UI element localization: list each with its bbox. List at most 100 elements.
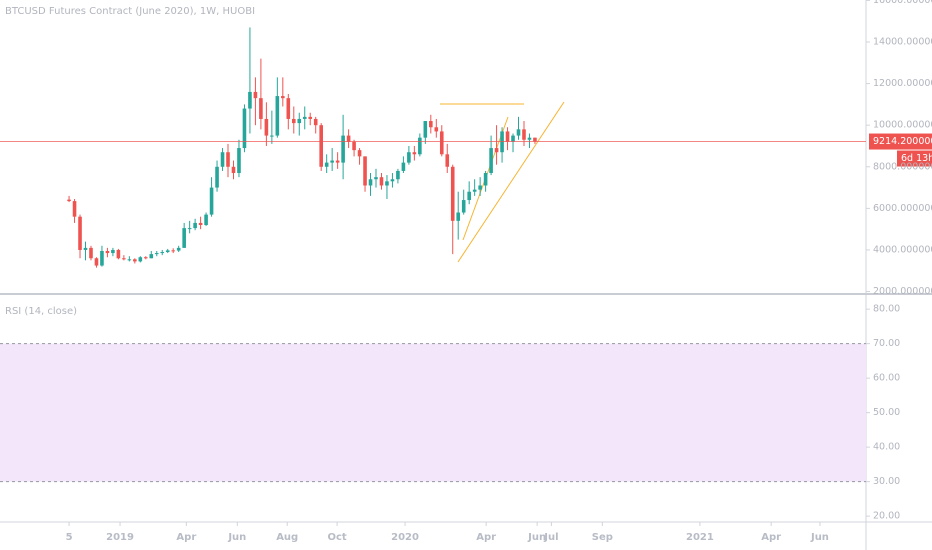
- candle-body: [160, 252, 165, 254]
- candle-body: [489, 148, 493, 174]
- candle-body: [324, 162, 329, 167]
- candle-body: [122, 258, 126, 260]
- x-tick-label: Jul: [543, 532, 558, 543]
- x-tick-label: Apr: [761, 532, 781, 543]
- rsi-title: RSI (14, close): [5, 306, 77, 317]
- candle-body: [198, 222, 203, 226]
- x-tick-label: Jun: [227, 532, 246, 543]
- candle-body: [527, 137, 532, 140]
- candle-body: [341, 135, 345, 163]
- last-price-box: [869, 133, 932, 150]
- candle-body: [368, 179, 373, 186]
- candle-body: [100, 250, 104, 266]
- y-tick-label: 4000.00000000: [873, 244, 932, 255]
- last-price-label: 9214.20000000: [873, 136, 932, 147]
- candle-body: [149, 254, 154, 259]
- candle-body: [494, 148, 499, 153]
- candle-body: [165, 250, 170, 253]
- y-tick-label: 50.00: [873, 407, 900, 418]
- x-tick-label: Apr: [476, 532, 496, 543]
- candle-body: [357, 150, 362, 157]
- y-tick-label: 16000.00000000: [873, 0, 932, 6]
- candle-body: [346, 135, 351, 142]
- candle-body: [401, 162, 406, 171]
- candle-body: [89, 247, 93, 259]
- candle-body: [281, 96, 285, 99]
- candle-body: [483, 173, 488, 186]
- candle-body: [111, 249, 115, 254]
- y-tick-label: 30.00: [873, 476, 900, 487]
- y-tick-label: 20.00: [873, 511, 900, 522]
- candle-body: [291, 118, 296, 124]
- y-tick-label: 12000.00000000: [873, 78, 932, 89]
- candle-body: [522, 129, 526, 140]
- x-tick-label: Jun: [527, 532, 546, 543]
- candle-body: [418, 137, 422, 155]
- candle-body: [231, 166, 236, 174]
- y-tick-label: 14000.00000000: [873, 37, 932, 48]
- candle-body: [105, 250, 110, 254]
- candle-body: [302, 116, 307, 119]
- y-tick-label: 70.00: [873, 338, 900, 349]
- candle-body: [516, 129, 521, 136]
- candle-body: [363, 156, 367, 186]
- x-tick-label: 5: [66, 532, 73, 543]
- candle-body: [379, 177, 384, 186]
- x-tick-label: Aug: [276, 532, 298, 543]
- countdown-label: 6d 13h: [901, 153, 932, 164]
- candle-body: [445, 154, 450, 167]
- candle-body: [423, 121, 428, 138]
- candle-body: [193, 222, 197, 229]
- candle-body: [467, 191, 471, 201]
- candle-body: [330, 160, 334, 163]
- candle-body: [385, 181, 389, 186]
- candle-body: [352, 141, 356, 151]
- candle-body: [78, 216, 82, 250]
- candle-body: [264, 118, 269, 136]
- candle-body: [374, 177, 378, 180]
- candle-body: [297, 118, 302, 124]
- candle-body: [505, 131, 510, 142]
- candle-body: [182, 228, 186, 248]
- candle-body: [253, 91, 258, 99]
- candle-body: [72, 201, 77, 217]
- y-tick-label: 2000.00000000: [873, 286, 932, 297]
- candle-body: [478, 185, 482, 190]
- candle-body: [220, 152, 225, 167]
- candle-body: [412, 152, 417, 155]
- candle-body: [335, 160, 340, 163]
- y-tick-label: 80.00: [873, 304, 900, 315]
- candle-body: [171, 250, 175, 252]
- candle-body: [319, 125, 323, 167]
- x-tick-label: 2019: [106, 532, 134, 543]
- y-tick-label: 10000.00000000: [873, 120, 932, 131]
- candle-body: [286, 98, 291, 119]
- x-tick-label: Oct: [327, 532, 346, 543]
- y-tick-label: 8000.00000000: [873, 161, 932, 172]
- y-tick-label: 6000.00000000: [873, 203, 932, 214]
- x-tick-label: 2020: [391, 532, 419, 543]
- candle-body: [187, 228, 192, 230]
- candle-body: [390, 179, 395, 182]
- candle-body: [204, 214, 208, 226]
- candle-body: [533, 137, 537, 142]
- x-tick-label: Apr: [176, 532, 196, 543]
- candle-body: [461, 200, 466, 213]
- candle-body: [94, 258, 99, 266]
- candle-body: [133, 259, 137, 262]
- candle-body: [83, 247, 88, 250]
- candle-body: [226, 152, 230, 167]
- candle-body: [248, 91, 252, 109]
- x-tick-label: 2021: [686, 532, 714, 543]
- candle-body: [396, 170, 400, 180]
- candle-body: [259, 98, 263, 119]
- candle-body: [450, 166, 455, 221]
- candle-body: [313, 118, 318, 126]
- trend-line: [457, 101, 565, 263]
- candle-body: [308, 116, 313, 119]
- candle-body: [511, 135, 515, 142]
- countdown-box: [897, 150, 932, 167]
- rsi-band: [0, 343, 866, 482]
- candle-body: [456, 212, 461, 221]
- candle-body: [138, 257, 143, 262]
